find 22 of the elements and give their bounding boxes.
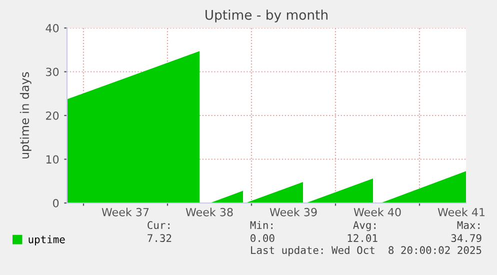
text: 0.00 [250,234,274,242]
y-tick-label: 40 [46,24,59,32]
y-axis-title: uptime in days [20,72,32,158]
text: Min: [250,220,272,229]
x-tick-label: Week 39 [270,208,317,216]
text: 34.79 [451,234,482,242]
x-tick-label: Week 41 [438,208,485,216]
x-tick-label: Week 37 [102,208,149,216]
x-tick-label: Week 38 [186,208,233,216]
text: 12.01 [348,234,378,242]
y-tick-label: 20 [46,111,59,120]
y-tick-label: 10 [46,155,59,164]
legend-label: uptime [28,235,65,246]
text: Max: [457,221,480,230]
text: Last update: Wed Oct 8 20:00:02 2025 [251,246,482,256]
y-tick-label: 0 [53,198,59,208]
x-tick-label: Week 40 [354,208,401,216]
y-tick-label: 30 [46,68,59,76]
chart-title: Uptime - by month [206,10,328,22]
text: 7.32 [148,234,172,242]
text: Avg: [353,221,376,232]
text: Cur: [148,221,170,230]
